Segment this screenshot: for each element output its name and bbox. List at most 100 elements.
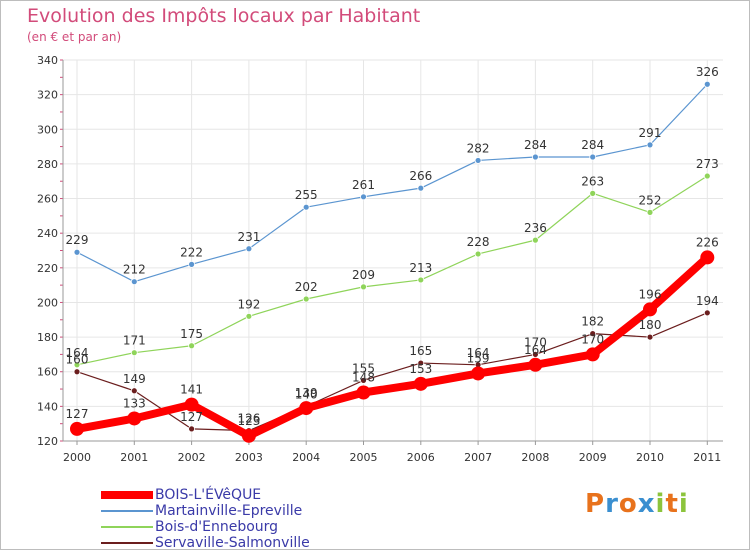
data-point [70, 421, 84, 436]
data-point [356, 385, 371, 400]
legend-label: Servaville-Salmonville [155, 535, 310, 551]
data-point [241, 428, 256, 443]
data-point [413, 376, 428, 391]
y-tick-label: 340 [37, 54, 58, 67]
data-point [700, 250, 715, 265]
data-point [302, 203, 310, 211]
data-point [245, 312, 253, 320]
data-label: 266 [409, 169, 432, 183]
data-point [245, 245, 253, 253]
data-label: 196 [639, 287, 662, 301]
plot-area [63, 60, 723, 441]
data-point [360, 193, 367, 201]
data-point [585, 347, 600, 362]
series-line [73, 253, 712, 440]
y-tick-label: 180 [37, 331, 58, 344]
data-label: 141 [180, 383, 203, 397]
data-point [73, 361, 81, 369]
legend-label: Bois-d'Ennebourg [155, 519, 279, 535]
x-tick-label: 2003 [235, 451, 263, 464]
data-point [130, 387, 138, 395]
proxiti-logo: Proxiti [585, 489, 689, 519]
legend: BOIS-L'ÉVêQUE Martainville-Epreville Boi… [101, 487, 310, 551]
data-label: 160 [66, 353, 89, 367]
chart-subtitle: (en € et par an) [27, 30, 122, 44]
data-label: 209 [352, 268, 375, 282]
data-point [417, 184, 425, 192]
data-label: 226 [696, 235, 719, 249]
data-point [127, 411, 142, 426]
data-point [471, 366, 486, 381]
data-label: 165 [409, 344, 432, 358]
legend-item-bois-d-ennebourg: Bois-d'Ennebourg [101, 519, 310, 535]
data-point [302, 295, 310, 303]
data-point [589, 189, 597, 197]
legend-swatch [101, 526, 153, 528]
logo-letter: o [618, 489, 638, 519]
x-tick-label: 2010 [636, 451, 664, 464]
data-label: 159 [467, 351, 490, 365]
x-tick-label: 2006 [407, 451, 435, 464]
y-tick-label: 240 [37, 227, 58, 240]
series-line [76, 175, 708, 366]
data-label: 192 [237, 297, 260, 311]
legend-item-martainville-epreville: Martainville-Epreville [101, 503, 310, 519]
data-label: 202 [295, 280, 318, 294]
data-point [643, 302, 657, 317]
y-tick-label: 200 [37, 296, 58, 309]
data-label: 284 [524, 138, 547, 152]
data-point [188, 260, 196, 268]
data-point [299, 401, 314, 416]
data-label: 236 [524, 221, 547, 235]
data-label: 228 [467, 235, 490, 249]
data-label: 148 [352, 371, 375, 385]
data-point [703, 172, 711, 180]
legend-swatch [101, 491, 153, 499]
series-line [76, 312, 708, 432]
chart-title: Evolution des Impôts locaux par Habitant [27, 5, 421, 27]
data-label: 149 [123, 372, 146, 386]
data-label: 153 [409, 362, 432, 376]
data-label: 252 [639, 193, 662, 207]
data-label: 291 [639, 126, 662, 140]
legend-swatch [101, 542, 153, 544]
y-tick-label: 160 [37, 366, 58, 379]
y-tick-label: 260 [37, 193, 58, 206]
data-label: 182 [581, 315, 604, 329]
y-tick-label: 220 [37, 262, 58, 275]
data-label: 175 [180, 327, 203, 341]
data-point [360, 283, 367, 291]
data-label: 261 [352, 178, 375, 192]
data-label: 170 [581, 332, 604, 346]
data-label: 212 [123, 263, 146, 277]
x-tick-label: 2000 [63, 451, 91, 464]
data-point [528, 357, 543, 372]
x-tick-label: 2011 [693, 451, 721, 464]
data-point [184, 397, 199, 412]
data-point [646, 141, 654, 149]
data-point [703, 80, 711, 88]
data-point [417, 359, 425, 367]
y-tick-label: 280 [37, 158, 58, 171]
data-label: 194 [696, 294, 719, 308]
axes: 120 140 160 180 200 220 240 260 280 300 320 340 2000… [37, 54, 723, 464]
data-label: 180 [639, 318, 662, 332]
data-label: 127 [66, 407, 89, 421]
y-tick-label: 120 [37, 435, 58, 448]
x-tick-label: 2007 [464, 451, 492, 464]
data-label: 273 [696, 157, 719, 171]
data-label: 123 [237, 414, 260, 428]
data-point [646, 208, 654, 216]
data-label: 126 [237, 412, 260, 426]
data-label: 231 [237, 230, 260, 244]
x-tick-label: 2009 [579, 451, 607, 464]
data-label: 255 [295, 188, 318, 202]
data-point [703, 309, 711, 317]
data-point [532, 153, 539, 161]
data-point [532, 351, 539, 358]
data-label: 164 [467, 346, 490, 360]
data-label: 284 [581, 138, 604, 152]
